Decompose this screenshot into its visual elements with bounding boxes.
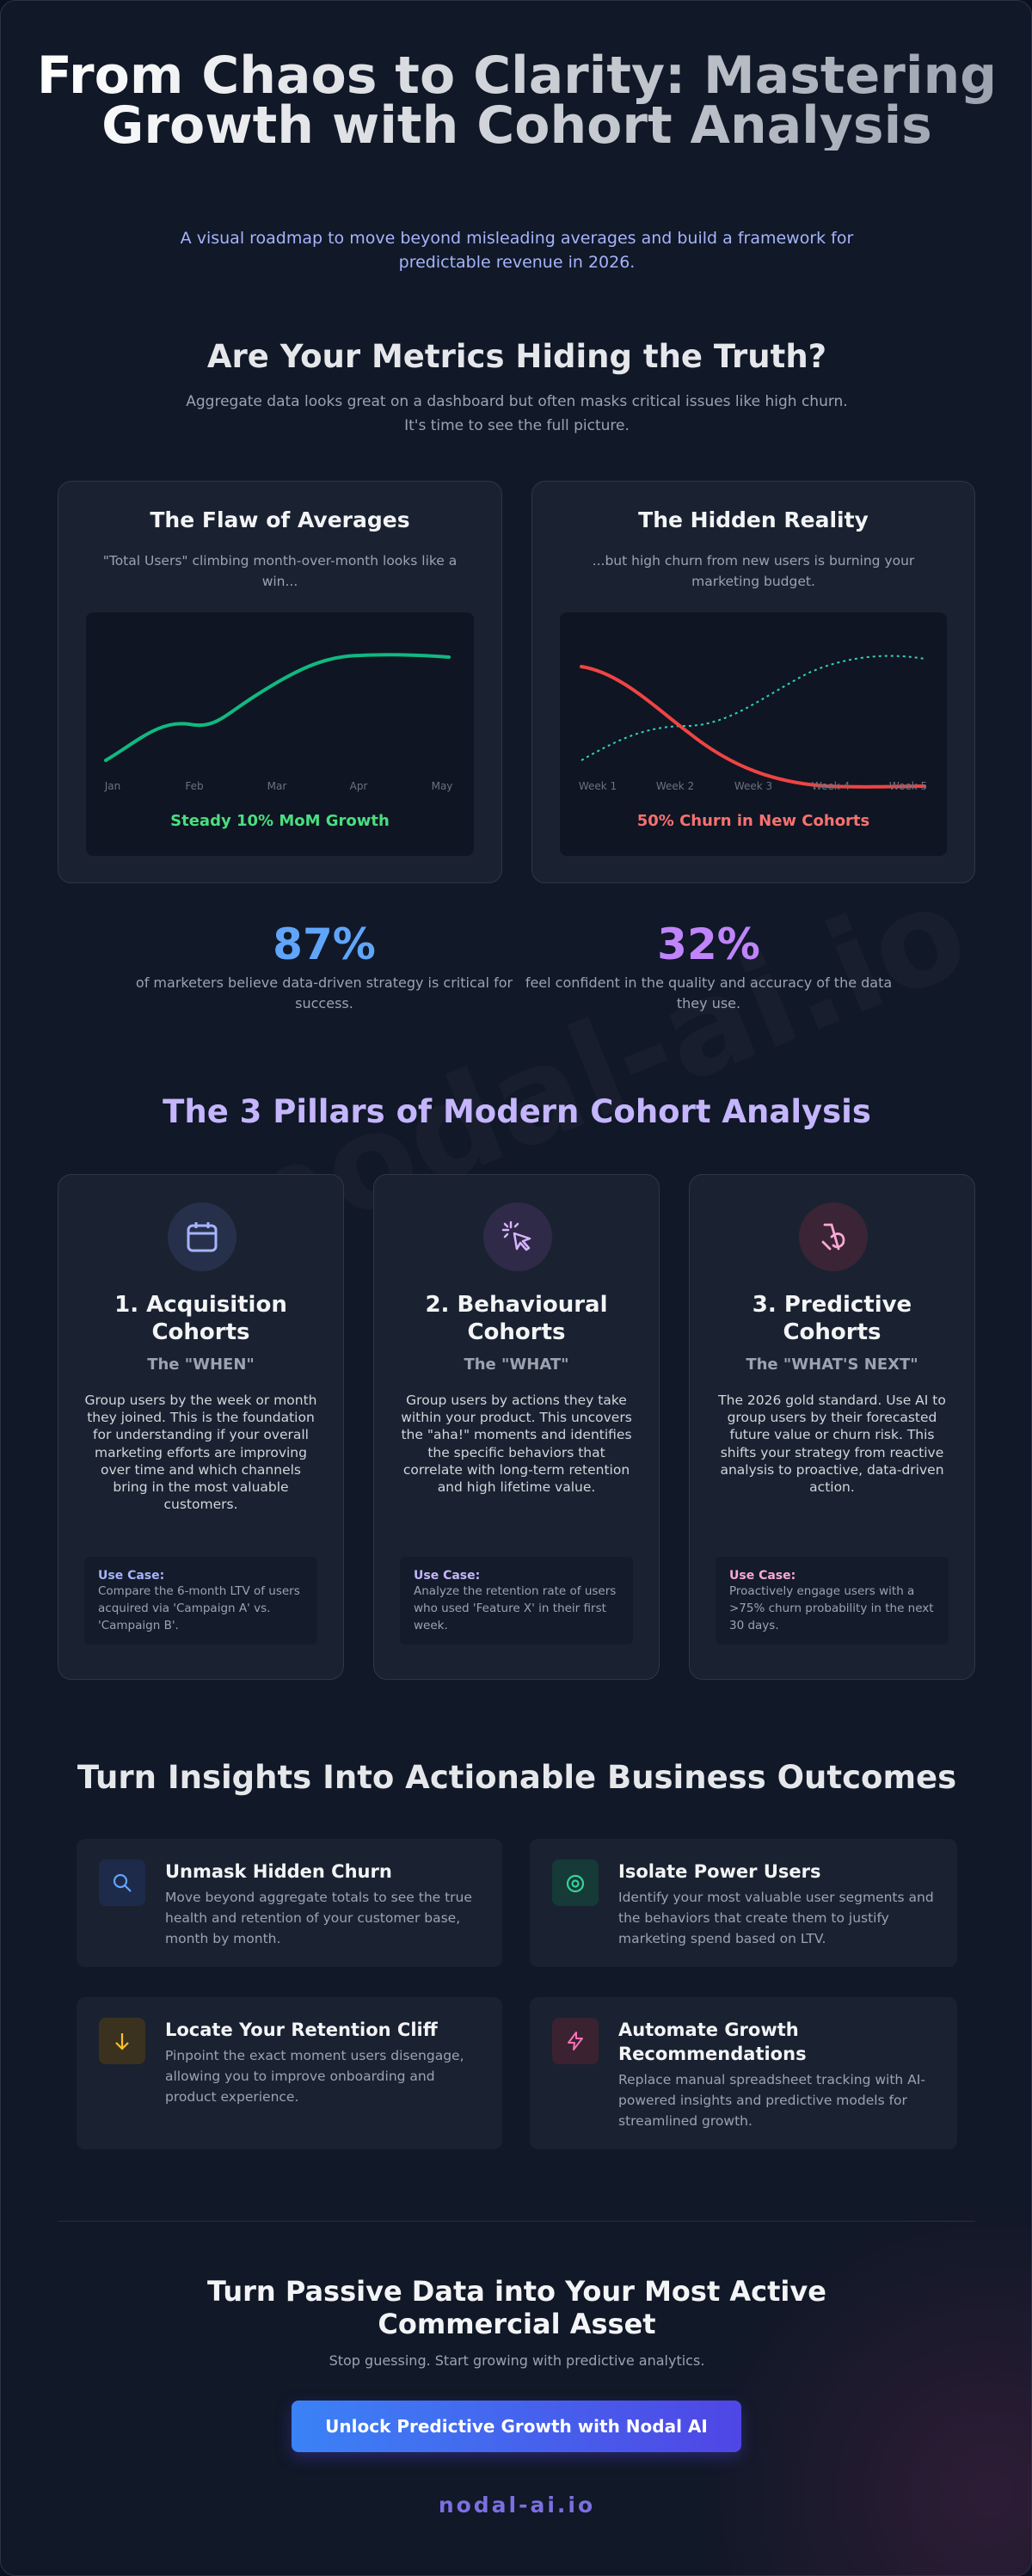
- outcome-card: Isolate Power Users Identify your most v…: [530, 1839, 957, 1967]
- use-case-text: Proactively engage users with a >75% chu…: [729, 1584, 934, 1632]
- pillar-subtitle: The "WHAT'S NEXT": [746, 1356, 918, 1374]
- pillar-body: The 2026 gold standard. Use AI to group …: [718, 1393, 946, 1496]
- chart-illustration: Week 1 Week 2 Week 3 Week 4 Week 5 50% C…: [560, 612, 947, 856]
- churn-line: [580, 665, 926, 789]
- pillar-icon: [168, 1202, 236, 1271]
- pillar-icon: [483, 1202, 552, 1271]
- cta-subtitle: Stop guessing. Start growing with predic…: [329, 2352, 705, 2369]
- x-label: Week 4: [812, 780, 850, 792]
- outcome-title: Unmask Hidden Churn: [165, 1861, 392, 1882]
- x-label: Feb: [185, 780, 203, 792]
- outcome-card: Automate Growth Recommendations Replace …: [530, 1997, 957, 2149]
- outcome-description: Identify your most valuable user segment…: [618, 1890, 934, 1946]
- pillar-title: 2. Behavioural Cohorts: [425, 1292, 608, 1345]
- x-label: Week 5: [889, 780, 927, 792]
- outcome-icon: [99, 1860, 145, 1906]
- outcome-icon: [552, 2018, 599, 2064]
- trend-line: [104, 653, 451, 762]
- pillar-card: 1. Acquisition Cohorts The "WHEN" Group …: [58, 1174, 344, 1680]
- divider: [58, 2221, 975, 2222]
- comparison-card: The Hidden Reality ...but high churn fro…: [531, 481, 975, 883]
- use-case-text: Compare the 6-month LTV of users acquire…: [98, 1584, 300, 1632]
- stat-value: 87%: [273, 919, 376, 969]
- x-label: Apr: [350, 780, 368, 792]
- icon-target: [566, 1874, 585, 1893]
- card-title: The Hidden Reality: [638, 507, 869, 532]
- chart-illustration: Jan Feb Mar Apr May Steady 10% MoM Growt…: [86, 612, 474, 856]
- stat-text: of marketers believe data-driven strateg…: [135, 974, 513, 1011]
- card-description: ...but high churn from new users is burn…: [592, 553, 915, 589]
- chart-caption: 50% Churn in New Cohorts: [636, 812, 870, 830]
- x-label: Jan: [104, 780, 121, 792]
- cta-title: Turn Passive Data into Your Most Active …: [207, 2275, 826, 2340]
- card-title: The Flaw of Averages: [150, 507, 410, 532]
- icon-calendar: [187, 1222, 218, 1252]
- x-label: May: [432, 780, 453, 792]
- subtitle: A visual roadmap to move beyond misleadi…: [180, 229, 854, 272]
- pillar-icon: [799, 1202, 868, 1271]
- outcome-icon: [552, 1860, 599, 1906]
- outcome-title: Isolate Power Users: [618, 1861, 821, 1882]
- icon-predict: [821, 1223, 845, 1251]
- x-label: Week 3: [734, 780, 772, 792]
- icon-search: [113, 1873, 132, 1892]
- x-label: Week 1: [579, 780, 617, 792]
- pillar-card: 3. Predictive Cohorts The "WHAT'S NEXT" …: [689, 1174, 975, 1680]
- pillar-subtitle: The "WHEN": [147, 1356, 255, 1374]
- outcome-icon: [99, 2018, 145, 2064]
- pillar-title: 3. Predictive Cohorts: [752, 1292, 912, 1345]
- outcome-description: Replace manual spreadsheet tracking with…: [618, 2072, 925, 2129]
- outcome-card: Locate Your Retention Cliff Pinpoint the…: [77, 1997, 502, 2149]
- x-label: Mar: [267, 780, 287, 792]
- icon-arrow-down: [115, 2033, 129, 2050]
- footer-brand: nodal-ai.io: [438, 2493, 596, 2518]
- pillar-body: Group users by the week or month they jo…: [84, 1393, 317, 1513]
- pillar-subtitle: The "WHAT": [464, 1356, 569, 1374]
- chart-svg: Jan Feb Mar Apr May: [104, 653, 453, 792]
- use-case: Use Case: Proactively engage users with a…: [716, 1557, 949, 1645]
- pillar-body: Group users by actions they take within …: [401, 1393, 632, 1496]
- use-case-label: Use Case:: [414, 1569, 481, 1583]
- outcome-card: Unmask Hidden Churn Move beyond aggregat…: [77, 1839, 502, 1967]
- chart-svg: Week 1 Week 2 Week 3 Week 4 Week 5: [579, 655, 927, 792]
- comparison-card: The Flaw of Averages "Total Users" climb…: [58, 481, 502, 883]
- section-title: Turn Insights Into Actionable Business O…: [77, 1759, 957, 1796]
- use-case: Use Case: Compare the 6-month LTV of user…: [84, 1557, 317, 1645]
- page-title: From Chaos to Clarity: Mastering Growth …: [36, 46, 998, 156]
- baseline-line: [580, 655, 925, 761]
- stat-text: feel confident in the quality and accura…: [525, 974, 893, 1011]
- outcome-title: Locate Your Retention Cliff: [165, 2020, 438, 2040]
- icon-bolt: [568, 2032, 583, 2050]
- icon-cursor: [501, 1220, 531, 1251]
- outcome-description: Pinpoint the exact moment users disengag…: [165, 2048, 464, 2105]
- card-description: "Total Users" climbing month-over-month …: [102, 553, 458, 589]
- use-case-text: Analyze the retention rate of users who …: [414, 1584, 617, 1632]
- stat-value: 32%: [657, 919, 760, 969]
- pillar-card: 2. Behavioural Cohorts The "WHAT" Group …: [373, 1174, 660, 1680]
- outcome-description: Move beyond aggregate totals to see the …: [165, 1890, 472, 1946]
- use-case-label: Use Case:: [729, 1569, 796, 1583]
- pillar-title: 1. Acquisition Cohorts: [114, 1292, 287, 1345]
- section-title: Are Your Metrics Hiding the Truth?: [206, 338, 827, 375]
- section-title: The 3 Pillars of Modern Cohort Analysis: [163, 1093, 871, 1130]
- x-label: Week 2: [656, 780, 694, 792]
- use-case: Use Case: Analyze the retention rate of u…: [400, 1557, 633, 1645]
- use-case-label: Use Case:: [98, 1569, 165, 1583]
- chart-caption: Steady 10% MoM Growth: [170, 812, 390, 830]
- outcome-title: Automate Growth Recommendations: [618, 2020, 807, 2064]
- section-intro: Aggregate data looks great on a dashboar…: [186, 393, 848, 434]
- cta-button[interactable]: Unlock Predictive Growth with Nodal AI: [292, 2401, 741, 2452]
